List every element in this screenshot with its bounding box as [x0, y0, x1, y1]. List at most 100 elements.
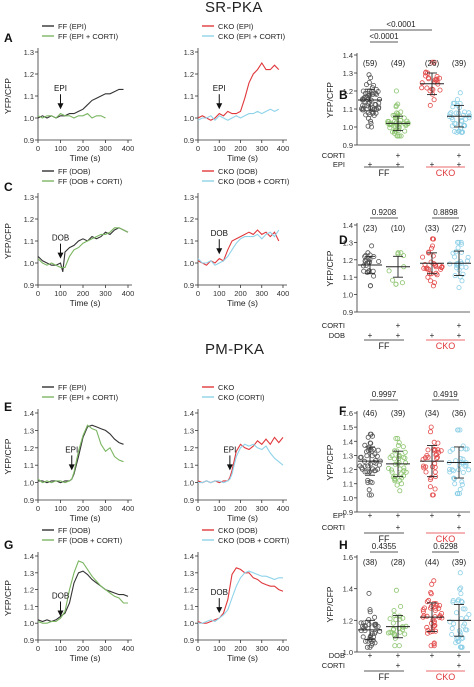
data-point	[420, 456, 426, 462]
x-tick-label: 400	[122, 504, 135, 513]
n-label: (10)	[391, 224, 406, 233]
y-tick-label: 1.2	[184, 215, 194, 224]
data-point	[428, 424, 434, 430]
legend-label: CKO	[218, 383, 234, 392]
n-label: (27)	[452, 224, 467, 233]
condition-mark: +	[430, 651, 435, 660]
legend-label: FF (EPI + CORTI)	[58, 32, 119, 41]
data-point	[403, 469, 409, 475]
series-line	[37, 424, 124, 484]
y-tick-label: 1.4	[24, 409, 34, 418]
stimulus-arrowhead	[226, 464, 233, 471]
y-tick-label: 0.9	[184, 636, 194, 645]
data-point	[458, 585, 464, 591]
p-value-label: 0.6298	[433, 542, 458, 551]
x-tick-label: 100	[213, 644, 226, 653]
x-tick-label: 300	[99, 144, 112, 153]
data-point	[397, 488, 403, 494]
data-point	[427, 102, 433, 108]
line-chart-C-left: C 0.9 1.0 1.1 1.2 1.3 0 100 200 300 400 Time (s) YFP…	[3, 167, 134, 308]
data-point	[428, 591, 434, 597]
data-point	[367, 283, 373, 289]
y-tick-label: 1.5	[343, 423, 353, 432]
data-point	[389, 453, 395, 459]
x-axis-title: Time (s)	[227, 153, 258, 163]
stimulus-arrowhead	[216, 103, 223, 110]
data-point	[369, 243, 375, 249]
data-point	[455, 245, 461, 251]
section-title-sr-pka: SR-PKA	[205, 0, 263, 16]
data-point	[451, 128, 457, 134]
data-point	[430, 236, 436, 242]
x-tick-label: 200	[77, 289, 90, 298]
data-point	[390, 277, 396, 283]
data-point	[433, 452, 439, 458]
series-line	[37, 112, 106, 119]
y-tick-label: 1.3	[184, 569, 194, 578]
data-point	[457, 259, 463, 265]
x-axis-title: Time (s)	[70, 153, 101, 163]
condition-mark: +	[396, 321, 401, 330]
data-point	[362, 469, 368, 475]
panel-letter: C	[4, 180, 13, 194]
y-tick-label: 1.1	[24, 237, 34, 246]
y-tick-label: 1.3	[343, 451, 353, 460]
data-point	[394, 133, 400, 139]
data-point	[364, 644, 370, 650]
x-tick-label: 300	[99, 644, 112, 653]
legend-label: FF (EPI)	[58, 383, 87, 392]
y-tick-label: 1.2	[343, 256, 353, 265]
y-axis-title: YFP/CFP	[3, 223, 13, 259]
data-point	[419, 80, 425, 86]
data-point	[457, 90, 463, 96]
data-point	[420, 254, 426, 260]
y-axis-title: YFP/CFP	[3, 78, 13, 114]
data-point	[424, 452, 430, 458]
line-chart-E-right: 0.9 1.0 1.1 1.2 1.3 1.4 0 100 200 300 400 Time (s) C…	[184, 383, 290, 523]
data-point	[365, 123, 371, 129]
data-point	[460, 469, 466, 475]
y-tick-label: 1.0	[343, 123, 353, 132]
group-label: CKO	[436, 534, 456, 544]
data-point	[466, 110, 472, 116]
legend-label: FF (DOB + CORTI)	[58, 177, 123, 186]
y-axis-title: YFP/CFP	[325, 586, 335, 622]
condition-mark: +	[396, 511, 401, 520]
n-label: (39)	[391, 409, 406, 418]
data-point	[447, 466, 453, 472]
data-point	[459, 278, 465, 284]
y-tick-label: 0.9	[24, 136, 34, 145]
data-point	[430, 492, 436, 498]
data-point	[459, 482, 465, 488]
data-point	[387, 616, 393, 622]
x-tick-label: 0	[36, 504, 40, 513]
legend-label: FF (DOB)	[58, 526, 91, 535]
data-point	[432, 447, 438, 453]
data-point	[390, 620, 396, 626]
n-label: (49)	[391, 59, 406, 68]
y-tick-label: 1.4	[184, 409, 194, 418]
data-point	[453, 610, 459, 616]
data-point	[423, 266, 429, 272]
series-line	[197, 61, 280, 121]
x-tick-label: 400	[277, 644, 290, 653]
condition-mark: +	[430, 331, 435, 340]
y-tick-label: 1.2	[184, 70, 194, 79]
data-point	[366, 590, 372, 596]
data-point	[420, 463, 426, 469]
y-axis-title: YFP/CFP	[325, 444, 335, 480]
condition-mark: +	[430, 160, 435, 169]
data-point	[366, 492, 372, 498]
data-point	[360, 96, 366, 102]
group-label: CKO	[436, 672, 456, 682]
y-tick-label: 0.9	[343, 508, 353, 517]
data-point	[396, 133, 402, 139]
data-point	[453, 249, 459, 255]
data-point	[431, 97, 437, 103]
data-point	[424, 624, 430, 630]
condition-mark: +	[396, 331, 401, 340]
data-point	[432, 608, 438, 614]
legend-label: CKO (EPI + CORTI)	[218, 32, 286, 41]
x-tick-label: 100	[213, 504, 226, 513]
data-point	[449, 625, 455, 631]
